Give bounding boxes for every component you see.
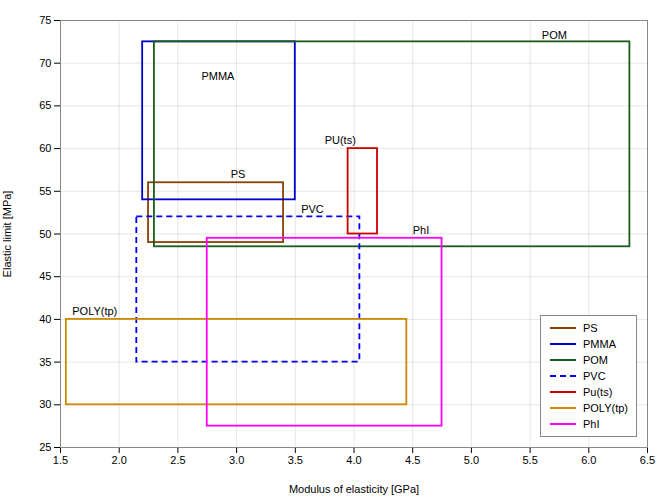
svg-text:PU(ts): PU(ts): [325, 134, 356, 146]
svg-text:70: 70: [39, 57, 51, 69]
svg-text:40: 40: [39, 313, 51, 325]
svg-text:65: 65: [39, 99, 51, 111]
svg-text:PMMA: PMMA: [201, 70, 235, 82]
svg-text:2.0: 2.0: [112, 454, 127, 466]
svg-text:PhI: PhI: [413, 224, 430, 236]
html-text:PVC: PVC: [583, 370, 606, 382]
svg-text:30: 30: [39, 398, 51, 410]
svg-text:55: 55: [39, 185, 51, 197]
svg-text:2.5: 2.5: [170, 454, 185, 466]
svg-text:PVC: PVC: [301, 203, 324, 215]
svg-text:5.0: 5.0: [464, 454, 479, 466]
html-text:PS: PS: [583, 322, 598, 334]
svg-text:35: 35: [39, 356, 51, 368]
svg-text:POM: POM: [542, 29, 567, 41]
svg-text:3.0: 3.0: [229, 454, 244, 466]
svg-text:45: 45: [39, 270, 51, 282]
html-text:PMMA: PMMA: [583, 338, 616, 350]
svg-text:3.5: 3.5: [288, 454, 303, 466]
svg-text:50: 50: [39, 228, 51, 240]
svg-text:POLY(tp): POLY(tp): [72, 305, 117, 317]
svg-text:1.5: 1.5: [53, 454, 68, 466]
svg-text:60: 60: [39, 142, 51, 154]
svg-text:75: 75: [39, 14, 51, 26]
html-text:POM: POM: [583, 354, 608, 366]
svg-text:6.5: 6.5: [640, 454, 655, 466]
svg-text:5.5: 5.5: [522, 454, 537, 466]
html-text:PhI: PhI: [583, 418, 600, 430]
svg-text:Modulus of elasticity [GPa]: Modulus of elasticity [GPa]: [289, 483, 419, 495]
svg-text:Elastic limit [MPa]: Elastic limit [MPa]: [1, 191, 13, 278]
svg-text:4.5: 4.5: [405, 454, 420, 466]
html-text:POLY(tp): POLY(tp): [583, 402, 628, 414]
svg-text:25: 25: [39, 441, 51, 453]
html-text:Pu(ts): Pu(ts): [583, 386, 613, 398]
svg-text:6.0: 6.0: [581, 454, 596, 466]
svg-text:PS: PS: [231, 168, 246, 180]
svg-text:4.0: 4.0: [346, 454, 361, 466]
